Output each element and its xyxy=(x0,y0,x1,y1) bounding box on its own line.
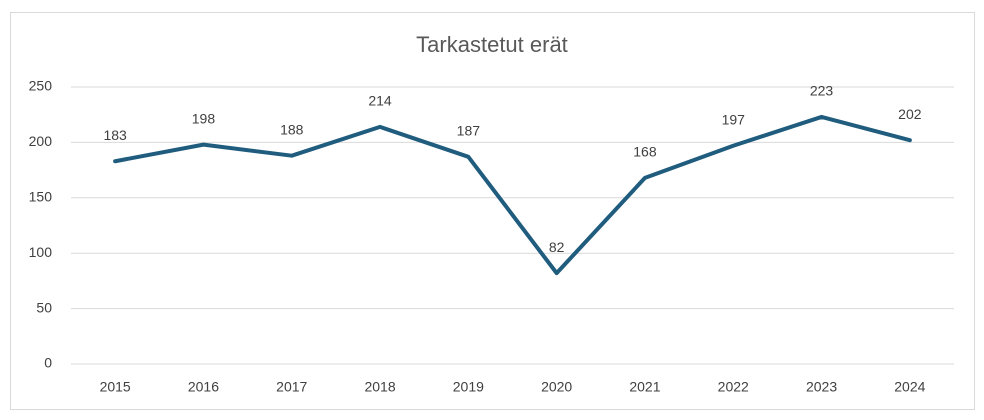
x-tick-label: 2019 xyxy=(453,379,484,395)
y-tick-label: 150 xyxy=(29,189,53,205)
y-tick-label: 250 xyxy=(29,78,53,94)
y-tick-label: 200 xyxy=(29,133,53,149)
data-label: 82 xyxy=(549,239,565,255)
line xyxy=(113,114,912,276)
y-tick-label: 0 xyxy=(44,355,52,371)
data-label: 202 xyxy=(898,106,922,122)
x-tick-label: 2022 xyxy=(718,379,749,395)
x-tick-label: 2024 xyxy=(894,379,925,395)
x-tick-label: 2020 xyxy=(541,379,572,395)
data-label: 168 xyxy=(633,144,657,160)
x-tick-label: 2017 xyxy=(276,379,307,395)
data-label: 197 xyxy=(722,111,746,127)
data-label: 183 xyxy=(103,127,127,143)
data-label: 214 xyxy=(368,93,392,109)
x-tick-label: 2021 xyxy=(629,379,660,395)
x-tick-label: 2015 xyxy=(100,379,131,395)
y-tick-label: 100 xyxy=(29,244,53,260)
data-label: 188 xyxy=(280,121,304,137)
data-label: 198 xyxy=(192,110,216,126)
data-label: 187 xyxy=(457,123,481,139)
x-tick-label: 2016 xyxy=(188,379,219,395)
chart-title: Tarkastetut erät xyxy=(416,32,568,57)
data-label: 223 xyxy=(810,83,834,99)
x-tick-label: 2023 xyxy=(806,379,837,395)
x-tick-label: 2018 xyxy=(364,379,395,395)
y-tick-label: 50 xyxy=(36,299,52,315)
chart-border xyxy=(10,12,975,410)
